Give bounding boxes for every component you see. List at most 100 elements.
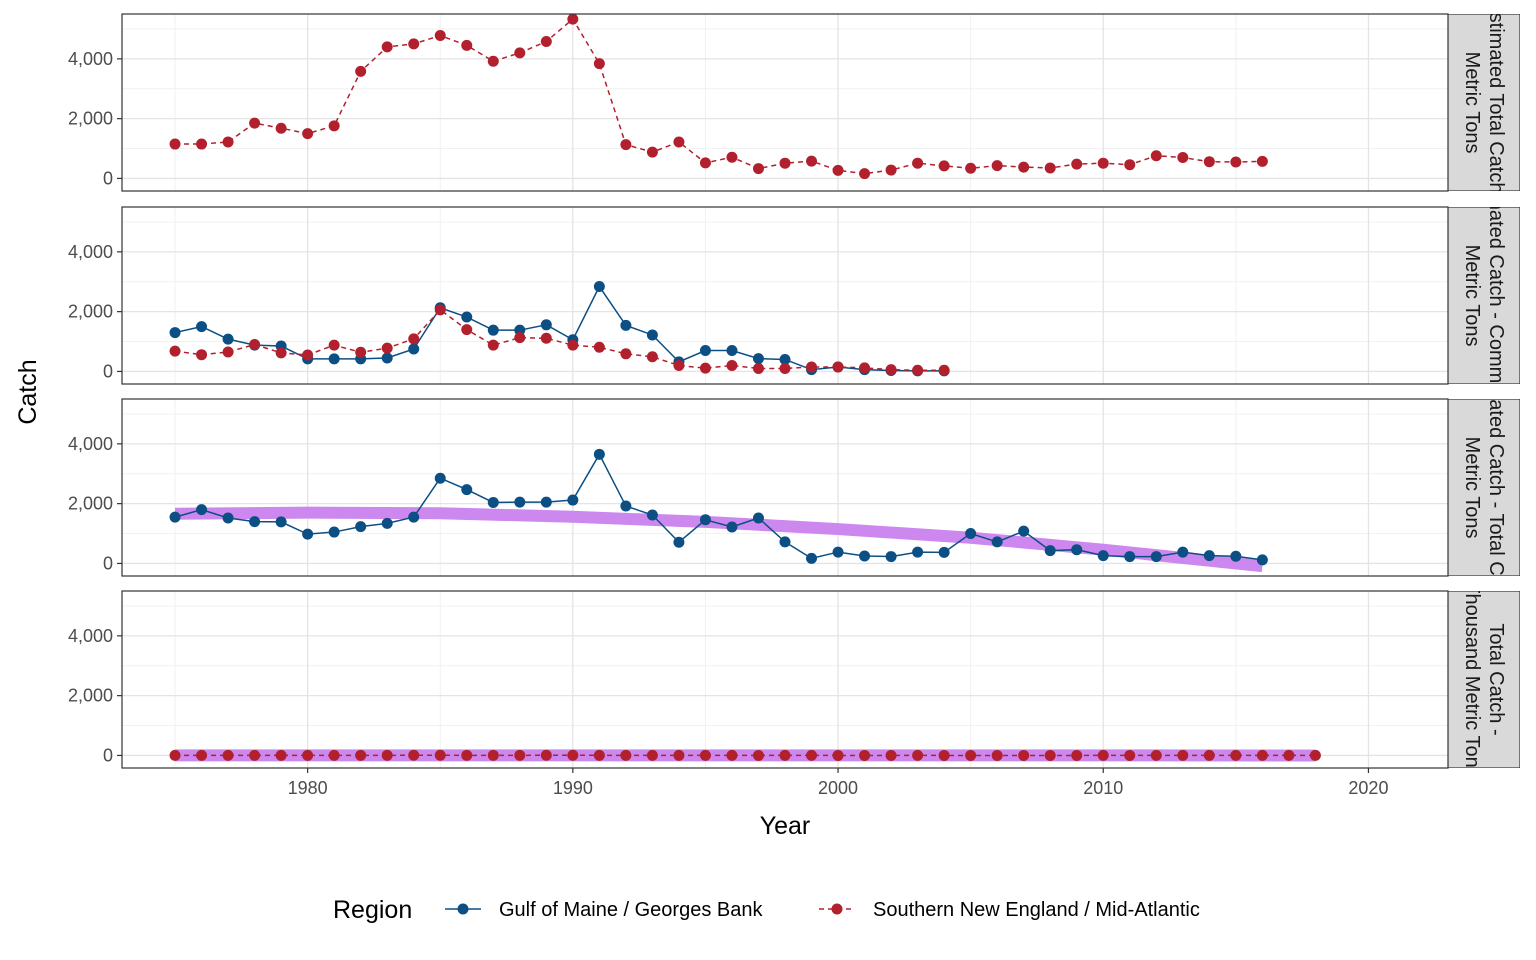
y-tick-label: 2,000 [68,109,113,129]
data-point [965,749,977,761]
data-point [620,500,632,512]
data-point [859,550,871,562]
data-point [567,749,579,761]
data-point [302,349,314,361]
data-point [699,345,711,357]
data-point [408,38,420,50]
facet-strip-label: Estimated Total Catch -Metric Tons [1461,0,1507,206]
data-point [275,749,287,761]
facet-strip-label: Estimated Catch - Total Catch -Metric To… [1461,349,1507,625]
data-point [222,346,234,358]
data-point [381,749,393,761]
data-point [169,327,181,339]
data-point [1018,161,1030,173]
data-point [1309,749,1321,761]
data-point [938,546,950,558]
data-point [832,749,844,761]
x-tick-label: 2020 [1348,778,1388,798]
data-point [249,117,261,129]
facet-strip-line: Estimated Catch - Commercial [1485,160,1507,431]
facet-strip-label: Estimated Catch - CommercialMetric Tons [1461,160,1507,431]
panel-background [122,399,1448,576]
data-point [1097,157,1109,169]
data-point [779,536,791,548]
data-point [1044,162,1056,174]
series-gulf-of-maine [169,448,1268,566]
data-point [1124,159,1136,171]
data-point [885,364,897,376]
data-point [699,749,711,761]
data-point [487,339,499,351]
y-tick-label: 4,000 [68,49,113,69]
data-point [514,496,526,508]
data-point [567,494,579,506]
data-point [806,749,818,761]
data-point [1256,554,1268,566]
data-point [779,353,791,365]
data-point [514,332,526,344]
facet-strip: Total Catch -Thousand Metric Tons [1448,581,1520,777]
data-point [699,362,711,374]
legend-label-southern-new-england: Southern New England / Mid-Atlantic [873,899,1200,921]
data-point [355,521,367,533]
data-point [381,342,393,354]
data-point [1177,749,1189,761]
facet-strip: Estimated Total Catch -Metric Tons [1448,0,1520,206]
data-point [965,162,977,174]
data-point [752,163,764,175]
data-point [620,348,632,360]
series-line [175,17,1263,175]
y-tick-label: 0 [103,361,113,381]
data-point [832,361,844,373]
data-point [540,749,552,761]
data-point [567,13,579,25]
data-point [1203,550,1215,562]
data-point [832,546,844,558]
legend: Region Gulf of Maine / Georges Bank Sout… [333,896,1200,924]
data-point [726,359,738,371]
data-point [1124,551,1136,563]
data-point [275,516,287,528]
y-tick-label: 2,000 [68,686,113,706]
data-point [885,551,897,563]
data-point [1256,749,1268,761]
y-axis-title: Catch [14,359,42,424]
data-point [169,511,181,523]
data-point [408,343,420,355]
data-point [540,332,552,344]
data-point [752,362,764,374]
data-point [646,329,658,341]
data-point [991,536,1003,548]
data-point [434,304,446,316]
y-tick-label: 4,000 [68,242,113,262]
facet-panels: 0 2,000 4,000 Estimated Total Catch -Metric… [68,0,1520,777]
data-point [514,749,526,761]
data-point [328,526,340,538]
data-point [673,536,685,548]
data-point [461,749,473,761]
data-point [196,749,208,761]
data-point [461,311,473,323]
data-point [1071,544,1083,556]
data-point [726,749,738,761]
data-point [487,496,499,508]
data-point [434,472,446,484]
data-point [912,364,924,376]
data-point [646,749,658,761]
data-point [593,448,605,460]
facet-strip: Estimated Catch - CommercialMetric Tons [1448,160,1520,431]
data-point [1018,525,1030,537]
data-point [991,160,1003,172]
data-point [752,353,764,365]
facet-strip-label: Total Catch -Thousand Metric Tons [1461,581,1507,777]
data-point [249,516,261,528]
panel-background [122,591,1448,768]
data-point [540,496,552,508]
data-point [779,749,791,761]
facet-strip-line: Metric Tons [1461,437,1483,539]
facet-panel-3: 0 2,000 4,000 Estimated Catch - Total Catch… [68,349,1520,625]
facet-strip-line: Metric Tons [1461,52,1483,154]
data-point [196,504,208,516]
data-point [302,528,314,540]
